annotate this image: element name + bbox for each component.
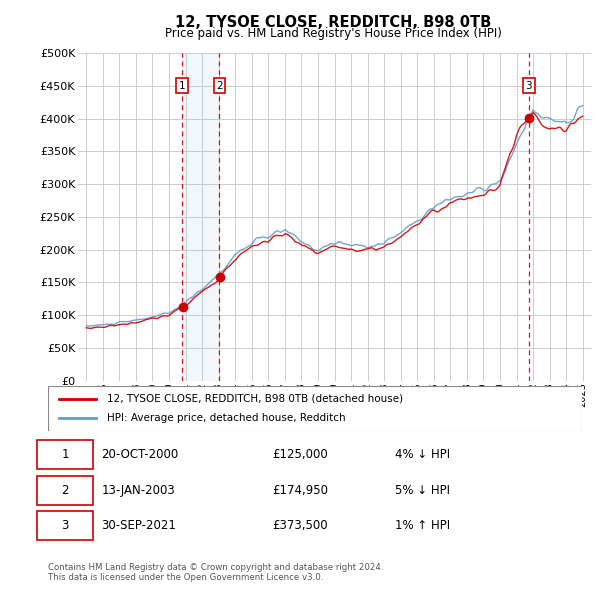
FancyBboxPatch shape [37,512,94,540]
Text: 2: 2 [216,81,223,91]
Text: 2: 2 [61,484,69,497]
FancyBboxPatch shape [48,386,582,431]
Text: 4% ↓ HPI: 4% ↓ HPI [395,448,450,461]
Text: 3: 3 [526,81,532,91]
Text: 5% ↓ HPI: 5% ↓ HPI [395,484,450,497]
Text: 3: 3 [61,519,69,532]
Text: 12, TYSOE CLOSE, REDDITCH, B98 0TB (detached house): 12, TYSOE CLOSE, REDDITCH, B98 0TB (deta… [107,394,403,404]
Text: 13-JAN-2003: 13-JAN-2003 [101,484,175,497]
FancyBboxPatch shape [37,441,94,469]
Bar [182,53,220,381]
Text: 1% ↑ HPI: 1% ↑ HPI [395,519,450,532]
FancyBboxPatch shape [37,476,94,504]
Text: HPI: Average price, detached house, Redditch: HPI: Average price, detached house, Redd… [107,414,346,423]
Text: 1: 1 [179,81,185,91]
Text: 1: 1 [61,448,69,461]
Text: 20-OCT-2000: 20-OCT-2000 [101,448,179,461]
Text: Contains HM Land Registry data © Crown copyright and database right 2024.
This d: Contains HM Land Registry data © Crown c… [48,563,383,582]
Text: £174,950: £174,950 [272,484,328,497]
Text: £125,000: £125,000 [272,448,328,461]
Text: Price paid vs. HM Land Registry's House Price Index (HPI): Price paid vs. HM Land Registry's House … [164,27,502,40]
Text: £373,500: £373,500 [272,519,328,532]
Text: 12, TYSOE CLOSE, REDDITCH, B98 0TB: 12, TYSOE CLOSE, REDDITCH, B98 0TB [175,15,491,30]
Text: 30-SEP-2021: 30-SEP-2021 [101,519,176,532]
